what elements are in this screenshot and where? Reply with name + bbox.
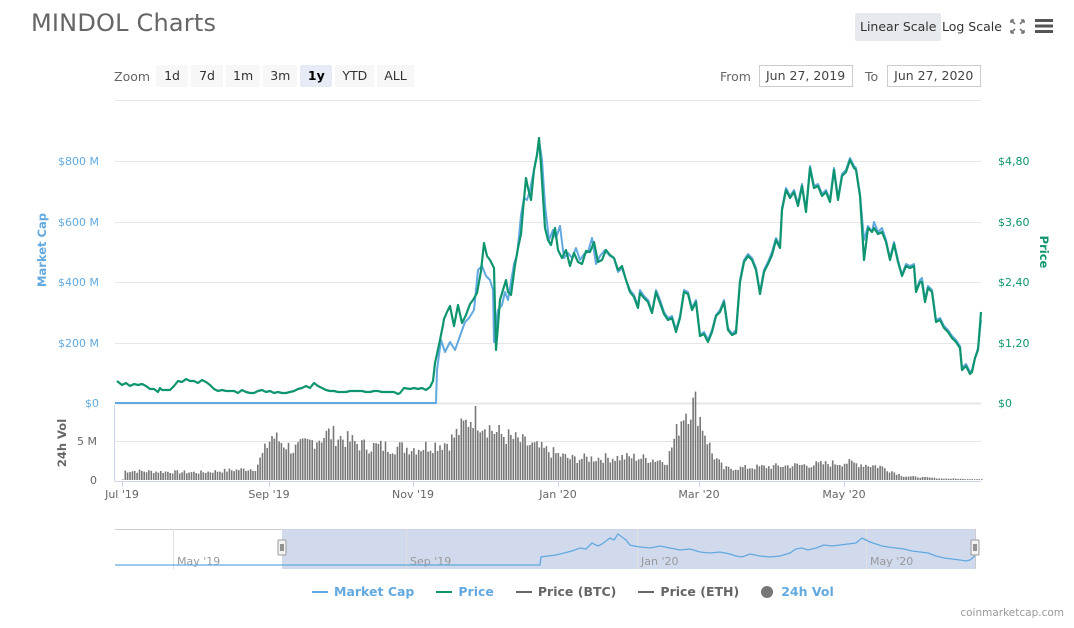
linear-scale-button[interactable]: Linear Scale <box>855 13 942 41</box>
navigator[interactable]: May '19 Sep '19 Jan '20 May '20 <box>115 529 980 569</box>
price-series <box>116 136 983 396</box>
legend-label: Price <box>458 584 494 599</box>
zoom-selector: Zoom 1d 7d 1m 3m 1y YTD ALL <box>114 64 417 88</box>
navigator-tick-label: May '20 <box>870 555 913 568</box>
menu-icon[interactable] <box>1035 17 1053 34</box>
axis-tick: $1,20 <box>998 337 1030 350</box>
navigator-tick-label: Sep '19 <box>410 555 451 568</box>
zoom-1d-button[interactable]: 1d <box>156 65 189 87</box>
axis-tick: $800 M <box>58 155 99 168</box>
legend-item-market-cap[interactable]: Market Cap <box>312 584 414 599</box>
axis-tick: $0 <box>85 397 99 410</box>
price-legend-icon <box>436 590 453 593</box>
axis-tick: $4,80 <box>998 155 1030 168</box>
axis-tick: 5 M <box>77 435 97 448</box>
axis-tick: $0 <box>998 397 1012 410</box>
credit-link[interactable]: coinmarketcap.com <box>960 607 1064 619</box>
x-tick-label: Jan '20 <box>538 488 576 501</box>
x-axis-labels: Jul '19 Sep '19 Nov '19 Jan '20 Mar '20 … <box>104 488 866 501</box>
zoom-1m-button[interactable]: 1m <box>226 65 261 87</box>
x-tick-label: Mar '20 <box>678 488 719 501</box>
legend-label: Price (BTC) <box>537 584 617 599</box>
axis-tick: $200 M <box>58 337 99 350</box>
x-tick-label: Jul '19 <box>104 488 139 501</box>
zoom-label: Zoom <box>114 68 151 84</box>
volume-series <box>122 391 983 480</box>
price-eth-legend-icon <box>638 590 655 593</box>
axis-tick: $400 M <box>58 276 99 289</box>
market-cap-axis-title: Market Cap <box>35 213 49 287</box>
fullscreen-icon[interactable] <box>1009 18 1026 35</box>
main-gridlines <box>115 161 981 442</box>
navigator-tick-label: May '19 <box>177 555 220 568</box>
legend-label: Price (ETH) <box>660 584 740 599</box>
date-range: From Jun 27, 2019 To Jun 27, 2020 <box>720 65 982 87</box>
navigator-right-handle[interactable] <box>970 539 980 556</box>
chart-legend: Market Cap Price Price (BTC) Price (ETH)… <box>312 584 856 599</box>
legend-item-price-eth[interactable]: Price (ETH) <box>638 584 739 599</box>
legend-label: Market Cap <box>334 584 415 599</box>
axis-tick: 0 <box>90 474 97 487</box>
volume-legend-icon <box>761 585 774 598</box>
from-date-input[interactable]: Jun 27, 2019 <box>758 65 853 87</box>
axis-tick: $600 M <box>58 216 99 229</box>
zoom-3m-button[interactable]: 3m <box>263 65 298 87</box>
axis-tick: $2,40 <box>998 276 1030 289</box>
page-title: MINDOL Charts <box>31 9 217 37</box>
x-tick-label: Nov '19 <box>392 488 434 501</box>
market-cap-series <box>115 139 982 404</box>
x-tick-label: May '20 <box>822 488 865 501</box>
x-axis-ticks <box>115 481 981 487</box>
volume-axis: 5 M 0 24h Vol <box>55 405 115 487</box>
market-cap-legend-icon <box>312 590 328 593</box>
legend-label: 24h Vol <box>781 584 834 599</box>
toolbar-divider <box>115 100 981 101</box>
to-date-input[interactable]: Jun 27, 2020 <box>887 65 982 87</box>
log-scale-button[interactable]: Log Scale <box>942 19 1002 34</box>
price-axis: $4,80 $3,60 $2,40 $1,20 $0 Price <box>998 155 1051 410</box>
legend-item-volume[interactable]: 24h Vol <box>761 584 834 599</box>
zoom-all-button[interactable]: ALL <box>377 65 414 87</box>
volume-axis-title: 24h Vol <box>55 419 69 467</box>
to-label: To <box>864 68 879 84</box>
market-cap-axis: $800 M $600 M $400 M $200 M $0 Market Ca… <box>35 155 99 410</box>
zoom-ytd-button[interactable]: YTD <box>335 65 375 87</box>
zoom-1y-button[interactable]: 1y <box>300 65 333 87</box>
price-btc-legend-icon <box>515 590 532 593</box>
legend-item-price[interactable]: Price <box>436 584 494 599</box>
zoom-7d-button[interactable]: 7d <box>191 65 224 87</box>
navigator-tick-label: Jan '20 <box>640 555 678 568</box>
legend-item-price-btc[interactable]: Price (BTC) <box>515 584 617 599</box>
x-tick-label: Sep '19 <box>248 488 289 501</box>
axis-tick: $3,60 <box>998 216 1030 229</box>
navigator-left-handle[interactable] <box>277 539 287 556</box>
navigator-series <box>115 533 976 566</box>
price-axis-title: Price <box>1037 236 1051 269</box>
navigator-selected-range[interactable] <box>282 529 975 569</box>
from-label: From <box>720 68 751 84</box>
